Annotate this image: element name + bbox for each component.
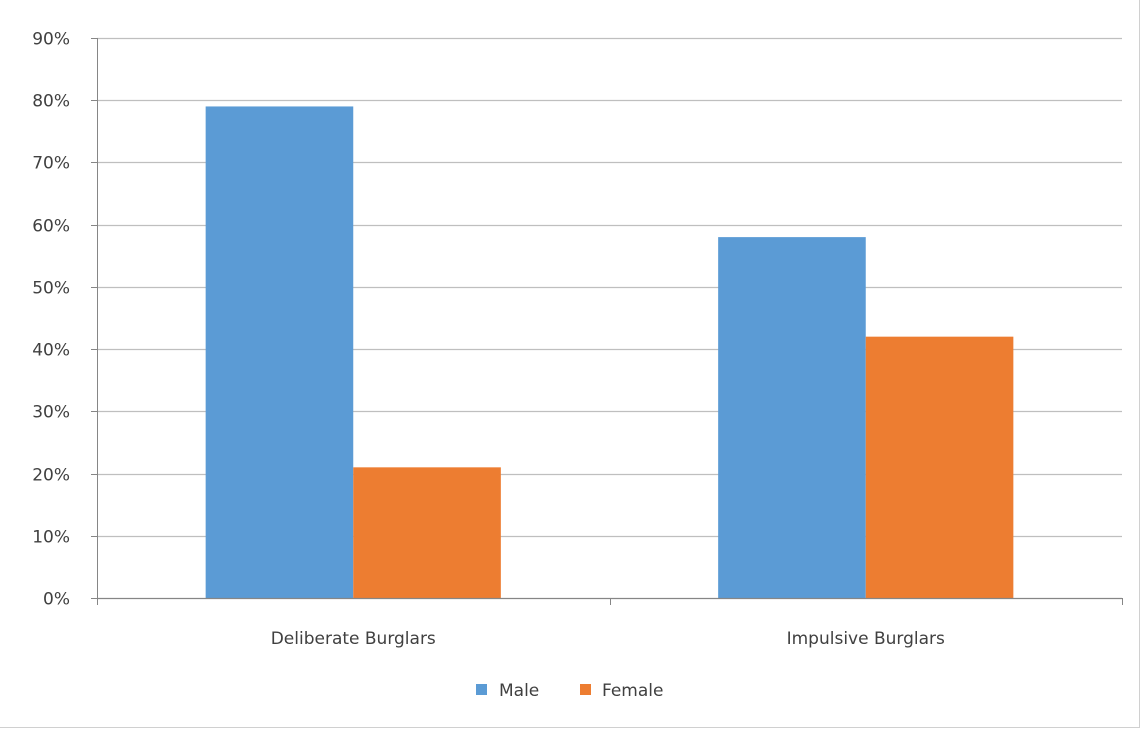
y-tick-label: 40% [32,341,70,361]
axes [91,38,1123,605]
legend-swatch-female [580,684,591,695]
bar-female-deliberate-burglars [353,467,501,598]
y-axis-tick-labels: 0% 10% 20% 30% 40% 50% 60% 70% 80% 90% [32,30,70,610]
bar-female-impulsive-burglars [865,336,1014,598]
bar-male-impulsive-burglars [718,237,866,598]
y-tick-label: 80% [32,92,70,112]
y-tick-label: 50% [32,279,70,299]
legend-swatch-male [476,684,487,695]
y-tick-label: 10% [32,528,70,548]
y-tick-label: 90% [32,30,70,50]
x-tick-label: Impulsive Burglars [787,629,945,649]
legend-label-male: Male [499,681,539,701]
legend-label-female: Female [602,681,663,701]
y-tick-label: 30% [32,403,70,423]
x-axis-tick-labels: Deliberate Burglars Impulsive Burglars [271,629,945,649]
legend: Male Female [476,681,663,701]
y-tick-label: 0% [43,590,70,610]
bars [205,106,1014,598]
y-tick-label: 70% [32,154,70,174]
y-tick-label: 60% [32,217,70,237]
y-tick-label: 20% [32,466,70,486]
bar-male-deliberate-burglars [205,106,354,598]
x-tick-label: Deliberate Burglars [271,629,436,649]
